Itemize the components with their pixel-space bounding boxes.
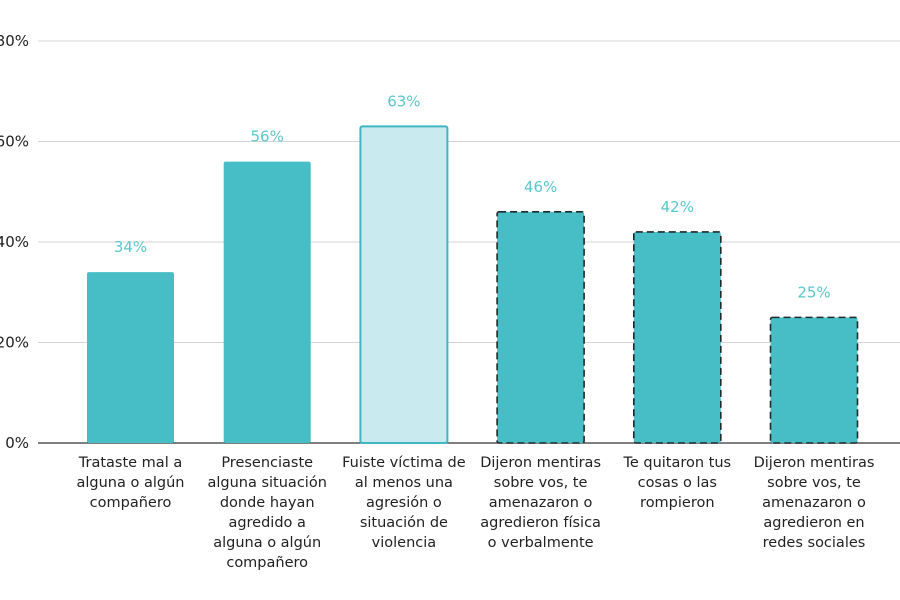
x-category-label: Presenciaste bbox=[221, 455, 313, 471]
bar bbox=[632, 231, 722, 444]
x-category-label: cosas o las bbox=[638, 475, 717, 491]
data-label: 46% bbox=[524, 178, 557, 196]
y-tick-label: 20% bbox=[0, 334, 29, 352]
x-category-label: alguna situación bbox=[207, 475, 326, 491]
x-category-label: Te quitaron tus bbox=[622, 455, 731, 471]
data-label: 25% bbox=[797, 283, 830, 301]
x-category-label: rompieron bbox=[640, 495, 715, 511]
x-category-label: amenazaron o bbox=[489, 495, 593, 511]
x-category-label: sobre vos, te bbox=[494, 475, 588, 491]
x-category-label: sobre vos, te bbox=[767, 475, 861, 491]
y-tick-label: 0% bbox=[5, 434, 29, 452]
x-category-label: Fuiste víctima de bbox=[342, 455, 466, 471]
x-category-label: alguna o algún bbox=[213, 535, 321, 551]
x-category-label: donde hayan bbox=[220, 495, 315, 511]
bar bbox=[359, 125, 449, 445]
x-category-label: violencia bbox=[372, 535, 437, 551]
x-category-label: Dijeron mentiras bbox=[480, 455, 601, 471]
x-category-label: alguna o algún bbox=[77, 475, 185, 491]
x-category-label: amenazaron o bbox=[762, 495, 866, 511]
x-category-label: agredieron física bbox=[480, 515, 601, 531]
x-category-label: agredieron en bbox=[763, 515, 864, 531]
bar bbox=[769, 316, 859, 444]
y-tick-label: 40% bbox=[0, 233, 29, 251]
bar bbox=[87, 272, 174, 443]
x-category-label: o verbalmente bbox=[488, 535, 594, 551]
data-label: 42% bbox=[661, 198, 694, 216]
y-tick-label: 60% bbox=[0, 133, 29, 151]
x-category-label: situación de bbox=[360, 515, 448, 531]
x-category-label: Trataste mal a bbox=[78, 455, 182, 471]
bar bbox=[223, 161, 311, 443]
x-category-label: agredido a bbox=[228, 515, 305, 531]
x-category-label: redes sociales bbox=[763, 535, 866, 551]
x-category-label: Dijeron mentiras bbox=[754, 455, 875, 471]
data-label: 63% bbox=[387, 92, 420, 110]
x-category-label: compañero bbox=[90, 495, 172, 511]
x-category-label: compañero bbox=[226, 555, 308, 571]
x-category-label: al menos una bbox=[355, 475, 453, 491]
y-tick-label: 80% bbox=[0, 32, 29, 50]
x-category-label: agresión o bbox=[366, 495, 442, 511]
data-label: 34% bbox=[114, 238, 147, 256]
data-label: 56% bbox=[251, 128, 284, 146]
bar bbox=[496, 211, 585, 444]
